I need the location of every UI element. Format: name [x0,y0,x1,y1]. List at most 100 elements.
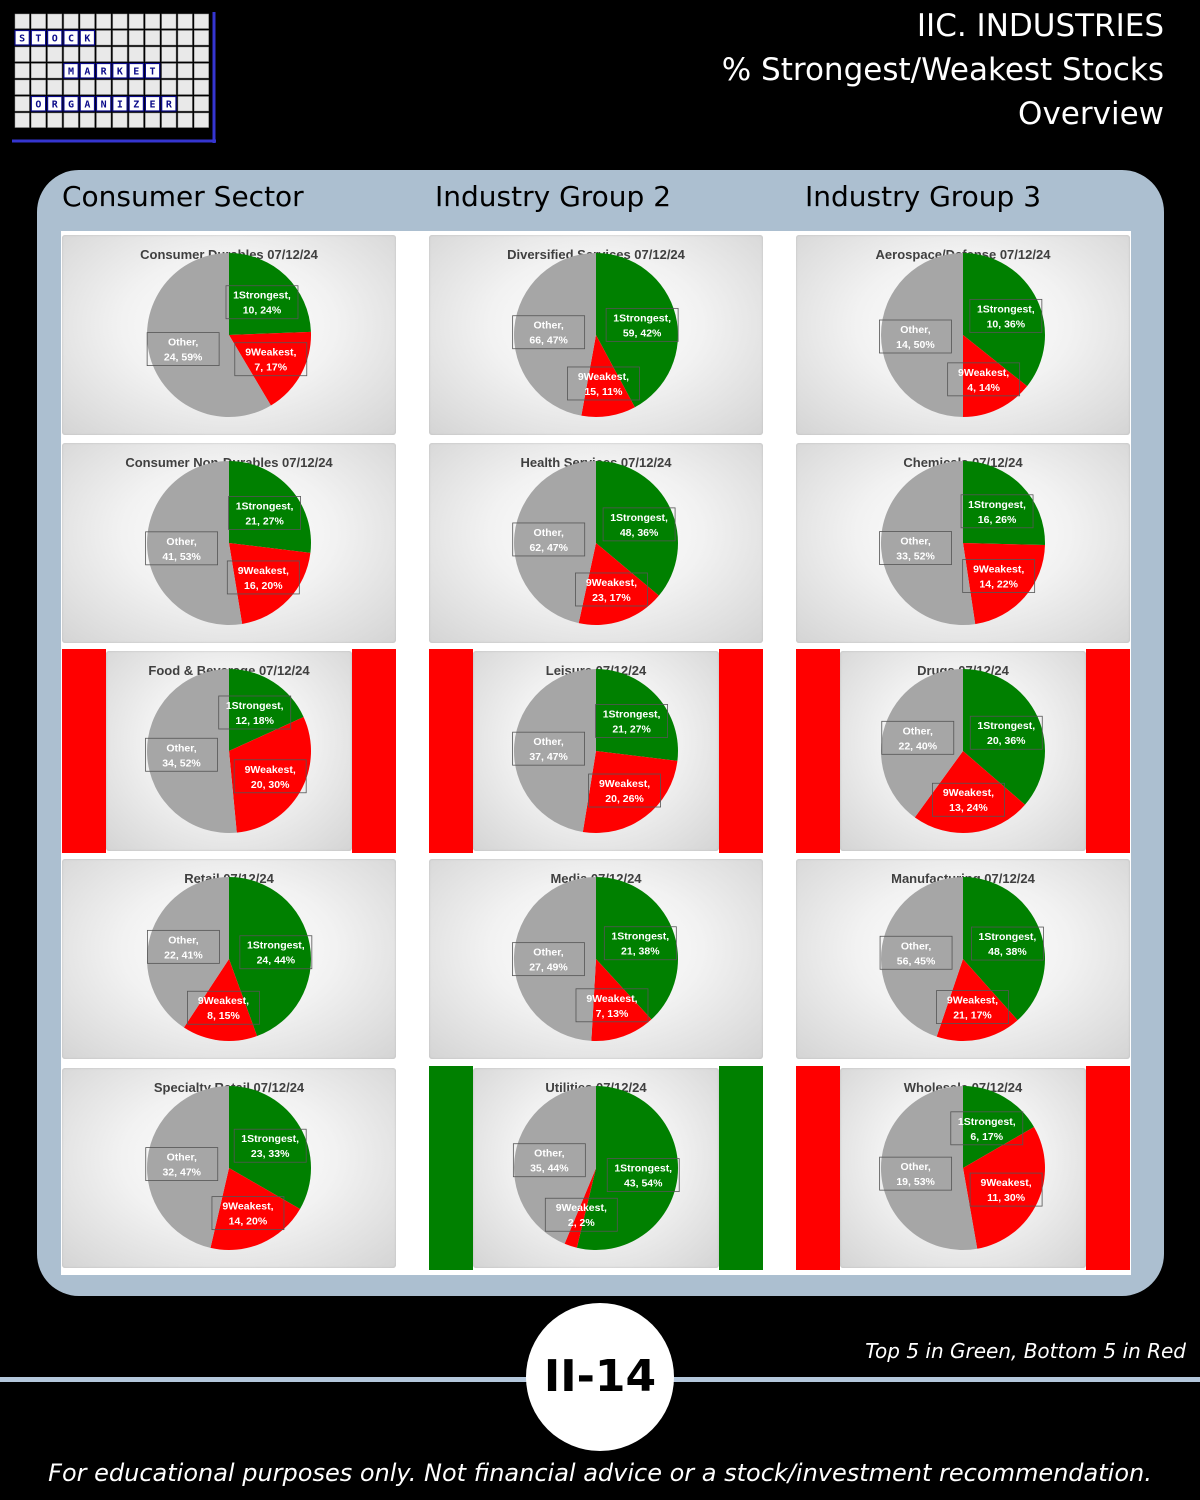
logo-letter: A [84,100,90,111]
other-slice [147,461,243,625]
pie-chart-card: Diversified Services 07/12/241Strongest,… [429,233,763,437]
other-slice [513,669,596,832]
data-label-value: 22, 41% [164,949,203,961]
data-label-value: 41, 53% [162,551,201,563]
data-label-value: 14, 20% [229,1216,268,1228]
data-label-value: 10, 24% [243,305,282,317]
strongest-slice [963,253,1046,387]
data-label-box [145,737,218,772]
data-label-box [226,560,300,595]
data-label-box [960,494,1034,529]
data-label-name: Other, [167,1152,197,1164]
weakest-slice [936,959,1018,1041]
rank-flag-bar-right [719,649,763,853]
report-title-line-1: IIC. INDUSTRIES [916,8,1164,44]
data-label-name: 9Weakest, [947,995,998,1007]
strongest-slice [963,1086,1035,1168]
rank-flag-bar-right [1086,649,1130,853]
data-label-value: 14, 50% [896,339,935,351]
data-label-name: Other, [533,320,563,332]
data-label-value: 66, 47% [529,335,568,347]
logo-letter: Z [133,100,139,111]
data-label-box [146,332,220,367]
weakest-slice [229,543,311,624]
data-label-value: 32, 47% [162,1167,201,1179]
weakest-slice [963,1127,1045,1249]
data-label-name: 1Strongest, [977,720,1035,732]
logo-letter: O [35,100,41,111]
weakest-slice [229,331,311,406]
rank-flag-bar-left [429,1066,473,1270]
data-label-name: Other, [900,536,930,548]
data-label-value: 34, 52% [162,757,201,769]
logo-letter: T [150,67,156,78]
data-label-value: 21, 27% [612,723,651,735]
weakest-slice [591,959,652,1042]
data-label-value: 2, 2% [568,1217,596,1229]
stock-market-organizer-logo: S T O C KM A R K E TO R G A N I Z E R [12,12,216,143]
data-label-value: 21, 17% [953,1010,992,1022]
data-label-box [969,1172,1043,1207]
other-slice [880,1086,978,1250]
report-title-line-2: % Strongest/Weakest Stocks [721,52,1164,88]
data-label-box [588,773,661,808]
data-label-value: 16, 20% [244,580,283,592]
data-label-box [145,1147,219,1181]
data-label-box [575,572,648,607]
strongest-slice [229,877,311,1037]
pie-chart-card: Chemicals 07/12/24 1Strongest, 16, 26% 9Wea… [796,441,1130,645]
pie-chart-card: Leisure 07/12/24 1Strongest, 21, 27% 9Weake… [429,649,763,853]
pie-chart-svg: Consumer Non-Durables 07/12/241Strongest… [125,455,333,625]
pie-chart-card: Retail 07/12/24 1Strongest, 24, 44% 9Weakes… [62,857,396,1061]
data-label-box [932,782,1005,817]
data-label-name: 1Strongest, [958,1116,1016,1128]
data-label-box [969,298,1043,333]
strongest-slice [576,1086,679,1250]
data-label-name: 9Weakest, [245,764,296,776]
data-label-box [512,1143,586,1178]
rank-flag-bar-left [62,649,106,853]
data-label-value: 35, 44% [530,1163,569,1175]
data-label-value: 14, 22% [979,578,1018,590]
data-label-box [971,926,1044,961]
logo-letter: C [68,34,74,45]
column-heading-industry-group-2: Industry Group 2 [435,180,672,213]
data-label-value: 7, 13% [596,1008,629,1020]
data-label-value: 19, 53% [896,1176,935,1188]
data-label-value: 16, 26% [978,514,1017,526]
column-heading-consumer-sector: Consumer Sector [62,180,304,213]
data-label-name: 9Weakest, [586,993,637,1005]
data-label-box [145,531,218,566]
logo-letter: I [117,100,123,111]
data-label-box [228,496,301,530]
data-label-box [605,307,679,342]
data-label-name: Other, [168,337,198,349]
data-label-box [602,507,676,542]
logo-letter: R [52,100,59,111]
weakest-slice [578,543,659,625]
data-label-value: 37, 47% [529,751,568,763]
data-label-value: 23, 17% [592,592,631,604]
pie-chart-card: Utilities 07/12/24 1Strongest, 43, 54% 9Wea… [429,1066,763,1270]
logo-letter: K [84,34,90,45]
other-slice [513,877,596,1041]
other-slice [513,1086,596,1244]
data-label-box [879,319,952,354]
other-slice [146,877,229,1028]
data-label-value: 24, 59% [164,352,203,364]
weakest-slice [229,716,311,833]
data-label-box [225,285,299,320]
data-label-name: Other, [533,947,563,959]
logo-letter: M [68,67,74,78]
data-label-box [962,559,1036,593]
data-label-value: 12, 18% [235,715,274,727]
logo-letter: O [52,34,58,45]
logo-letter: N [101,100,107,111]
logo-letter: S [19,34,25,45]
